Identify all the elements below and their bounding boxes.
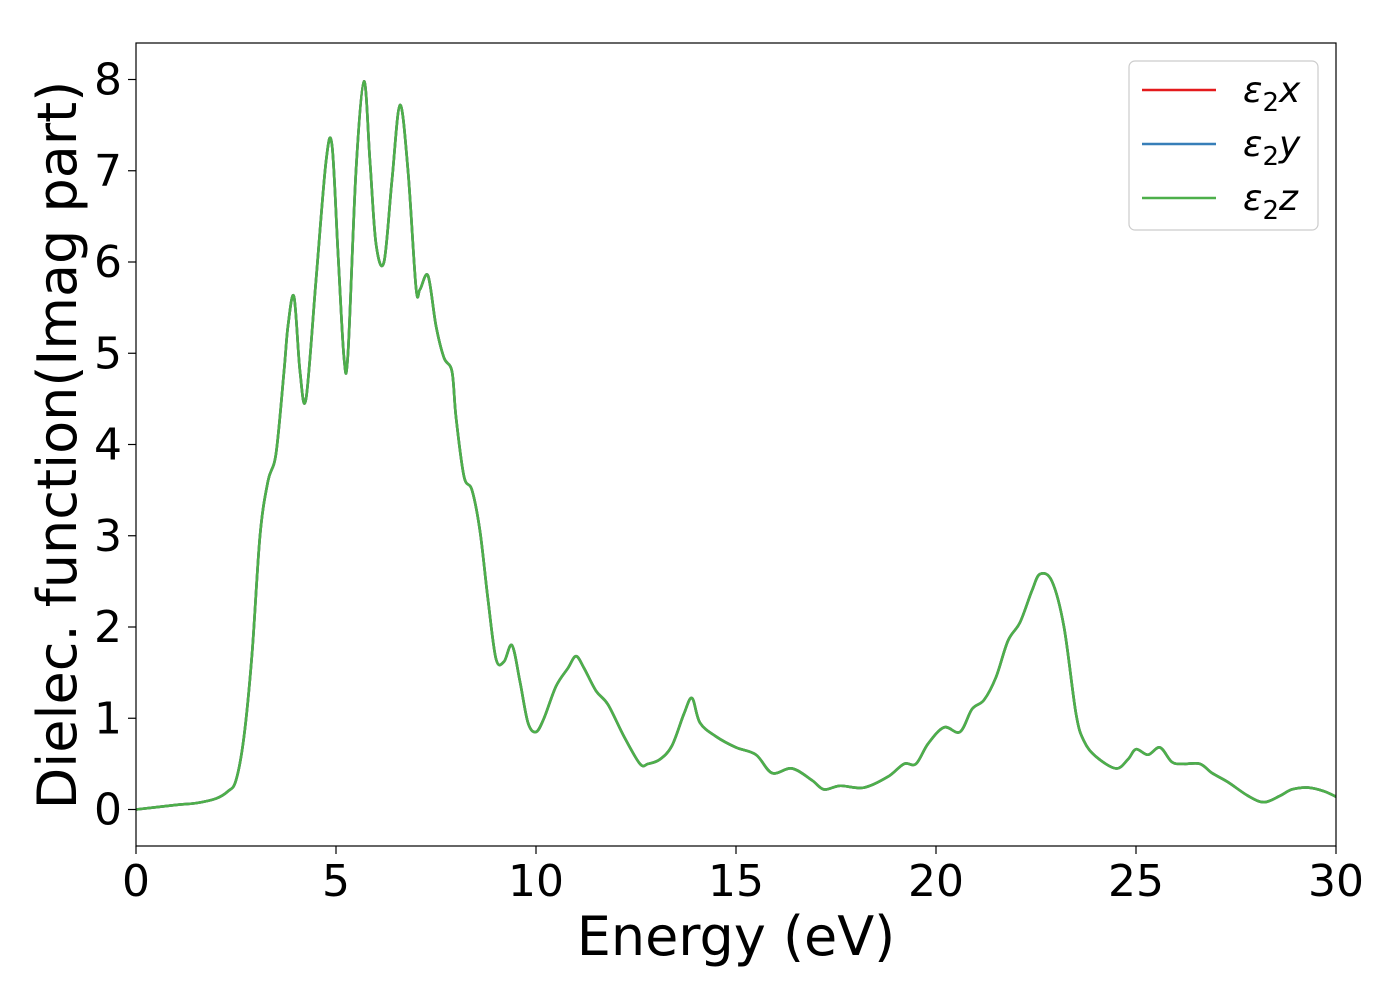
legend: ε2x ε2y ε2z — [1128, 60, 1319, 231]
legend-label-x: ε2x — [1243, 70, 1301, 118]
x-tick-label: 15 — [708, 856, 764, 907]
y-tick-label: 2 — [94, 602, 122, 653]
x-tick-label: 25 — [1108, 856, 1164, 907]
plot-area — [135, 80, 1337, 811]
x-tick-label: 0 — [122, 856, 150, 907]
y-tick-label: 3 — [94, 511, 122, 562]
y-tick-label: 7 — [94, 146, 122, 197]
y-axis-ticks: 0 1 2 3 4 5 6 7 8 — [94, 55, 136, 836]
x-axis-label: Energy (eV) — [577, 905, 896, 968]
series-line-z — [135, 80, 1337, 811]
legend-label-y: ε2y — [1243, 124, 1301, 172]
y-tick-label: 5 — [94, 328, 122, 379]
y-tick-label: 4 — [94, 420, 122, 471]
x-tick-label: 10 — [508, 856, 564, 907]
y-tick-label: 1 — [94, 693, 122, 744]
legend-label-z: ε2z — [1243, 178, 1299, 226]
y-axis-label: Dielec. function(Imag part) — [26, 81, 89, 810]
x-tick-label: 30 — [1308, 856, 1364, 907]
y-tick-label: 8 — [94, 55, 122, 106]
x-tick-label: 20 — [908, 856, 964, 907]
x-axis-ticks: 0 5 10 15 20 25 30 — [122, 846, 1364, 907]
legend-box — [1128, 60, 1319, 231]
x-tick-label: 5 — [322, 856, 350, 907]
y-tick-label: 6 — [94, 237, 122, 288]
y-tick-label: 0 — [94, 785, 122, 836]
